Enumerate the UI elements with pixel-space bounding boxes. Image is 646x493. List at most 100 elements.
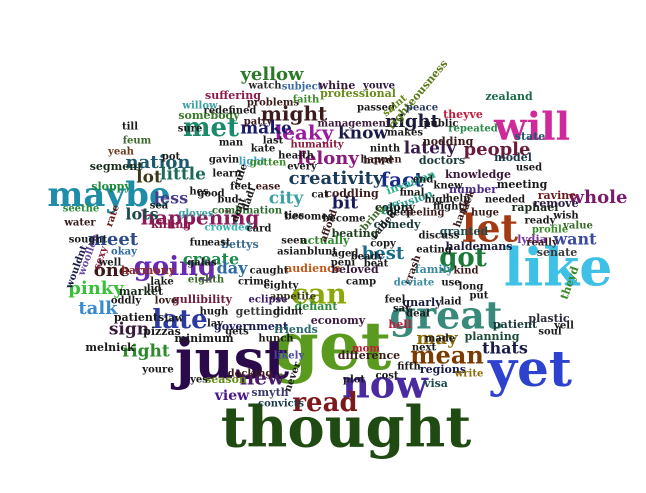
word-next: next [412, 343, 437, 354]
word-theyve: theyve [443, 108, 483, 121]
word-eating: eating [416, 245, 452, 256]
word-howd: howd [363, 156, 393, 167]
word-long: long [459, 282, 484, 293]
word-create: create [183, 250, 239, 269]
word-deviate: deviate [394, 278, 434, 289]
word-friends: friends [274, 323, 318, 336]
word-remove: remove [533, 197, 578, 210]
word-camp: camp [346, 277, 376, 288]
word-huge: huge [471, 208, 499, 219]
word-just: just [170, 327, 289, 391]
word-beat: beat [364, 259, 389, 270]
word-happen: happen [360, 155, 402, 166]
word-feet: feet [230, 182, 252, 193]
word-let: let [462, 206, 519, 251]
word-haldemans: haldemans [446, 240, 513, 253]
word-economy: economy [311, 314, 366, 327]
word-caught: caught [250, 266, 289, 277]
word-less: less [154, 189, 188, 208]
word-discuss: discuss [418, 231, 459, 242]
word-seen: seen [281, 236, 307, 247]
word-hes: hes [189, 187, 209, 198]
word-made: made [425, 334, 455, 345]
word-segment: segment [90, 160, 144, 173]
word-patient: patient [493, 318, 538, 331]
word-night: night [385, 111, 440, 132]
word-getting: getting [236, 305, 281, 318]
word-fact: fact [381, 168, 425, 192]
word-may: may [416, 328, 458, 349]
word-cat: cat [311, 190, 329, 201]
word-convicts: convicts [258, 399, 304, 410]
word-gotten: gotten [250, 158, 287, 169]
word-galas: galas [187, 258, 217, 269]
word-ninth: ninth [370, 144, 401, 155]
word-kate: kate [251, 144, 275, 155]
word-kind: kind [454, 266, 479, 277]
word-gets: gets [225, 327, 249, 338]
word-market: market [119, 285, 164, 298]
word-professional: professional [320, 87, 396, 100]
word-lydia: lydia [517, 233, 547, 246]
word-copy: copy [370, 239, 397, 250]
word-put: put [470, 291, 489, 302]
word-ready: ready [525, 216, 557, 227]
word-value: value [562, 221, 593, 232]
word-patients: patients [114, 311, 164, 324]
word-nation: nation [126, 152, 191, 173]
word-aged: aged [332, 249, 359, 260]
word-day: day [217, 259, 249, 278]
word-man: man [219, 138, 244, 149]
word-planning: planning [465, 330, 520, 343]
word-audience: audience [285, 262, 341, 275]
word-might: might [261, 102, 328, 126]
word-like: like [504, 238, 613, 299]
word-smyth: smyth [251, 386, 288, 399]
word-lots: lots [125, 205, 158, 224]
word-ties: ties [284, 211, 305, 222]
word-plastic: plastic [528, 312, 569, 325]
word-didnt: didnt [273, 307, 303, 318]
word-meeting: meeting [497, 178, 548, 191]
word-well: well [98, 258, 122, 269]
word-peace: peace [406, 103, 438, 114]
word-subject: subject [282, 82, 323, 93]
word-maybe: maybe [47, 175, 170, 215]
word-right: right [122, 342, 170, 362]
word-pizzas: pizzas [143, 325, 181, 338]
word-comedy: comedy [374, 218, 421, 231]
word-till: till [122, 122, 138, 133]
word-nodding: nodding [423, 135, 474, 148]
word-melnick: melnick [85, 341, 135, 354]
word-whole: whole [568, 187, 628, 208]
word-youre: youre [141, 365, 173, 376]
word-great: great [390, 293, 503, 338]
word-thats: thats [482, 339, 528, 358]
word-season: season [205, 373, 247, 386]
word-felony: felony [297, 148, 359, 169]
word-become: become [322, 214, 365, 225]
word-lay: lay [207, 319, 224, 330]
word-health: health [278, 151, 315, 162]
word-sloppy: sloppy [91, 180, 131, 193]
word-best: best [362, 243, 405, 264]
word-sign: sign [109, 320, 149, 340]
word-number: number [449, 183, 497, 196]
word-card: card [247, 224, 272, 235]
word-will: will [493, 104, 570, 149]
word-colony: colony [375, 201, 416, 214]
word-law: law [165, 314, 184, 325]
word-mom: mom [352, 344, 380, 355]
word-end: end [413, 175, 434, 186]
word-repeated: repeated [448, 124, 497, 135]
word-becomes: becomes [285, 212, 334, 223]
word-one: one [94, 260, 131, 281]
word-creativity: creativity [289, 168, 384, 189]
word-feeling: feeling [406, 208, 445, 219]
word-beating: beating [332, 227, 379, 240]
word-minimum: minimum [174, 332, 234, 345]
word-bettys: bettys [221, 238, 258, 251]
word-hunch: hunch [258, 334, 294, 345]
word-fifth: fifth [397, 362, 421, 373]
word-make: make [240, 119, 292, 139]
